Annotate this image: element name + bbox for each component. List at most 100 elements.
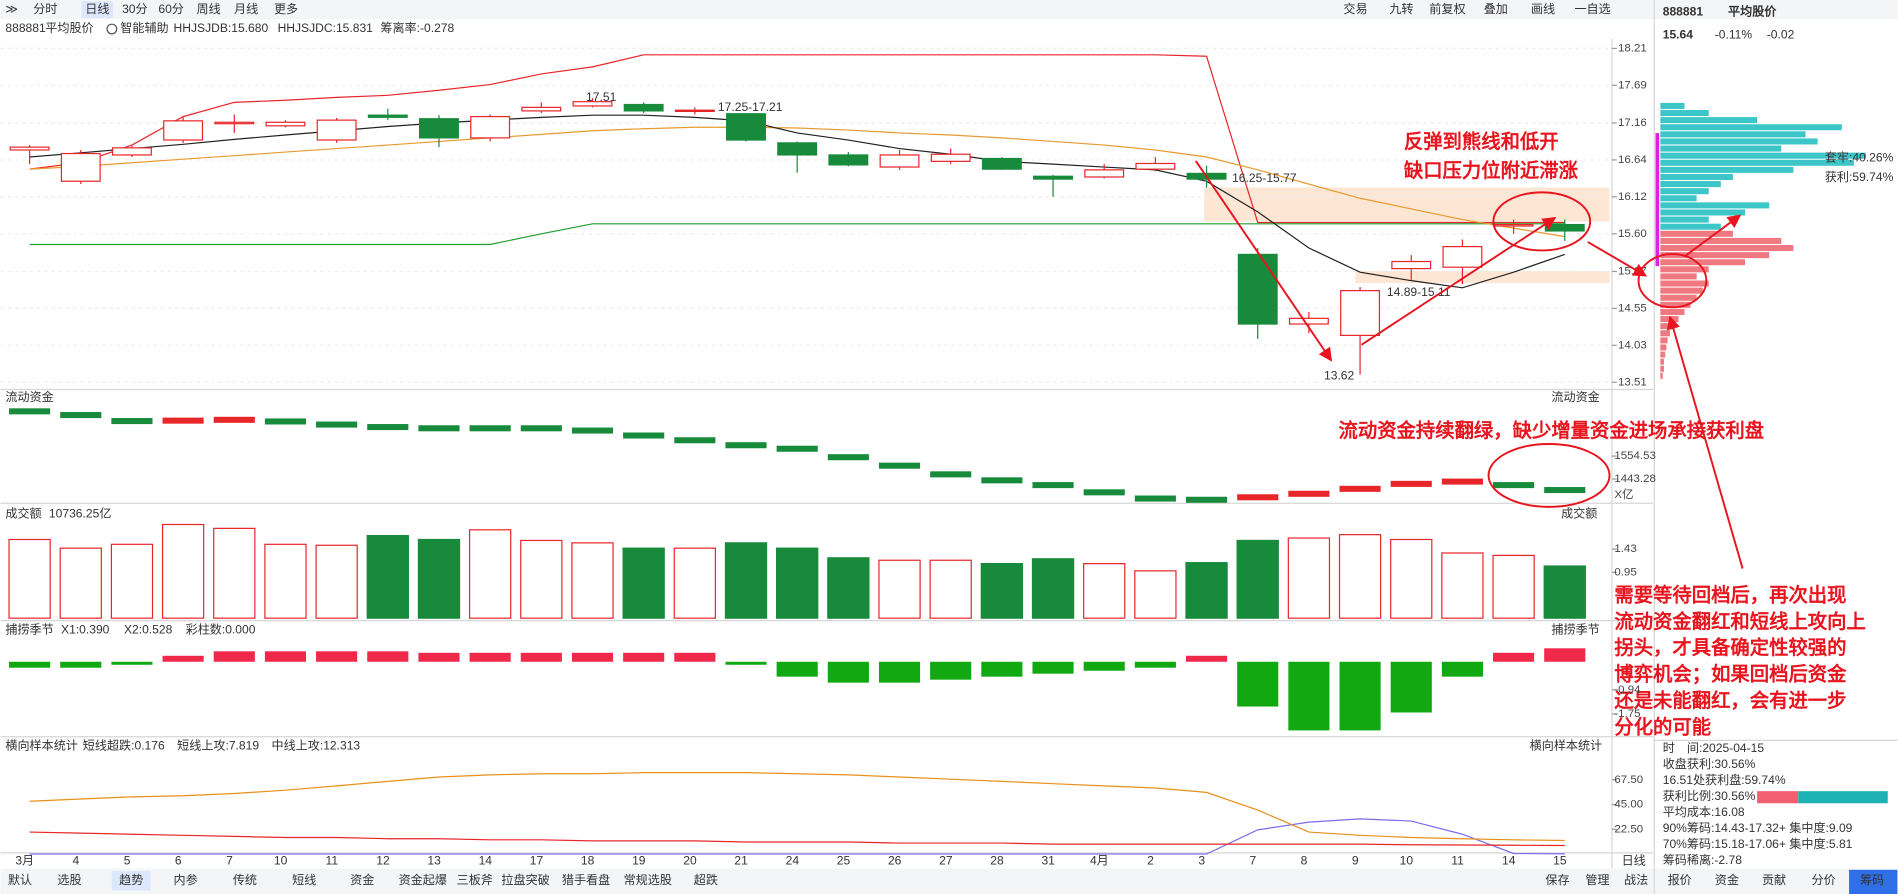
price-annotation: 17.25-17.21 xyxy=(718,100,783,114)
season-bar xyxy=(1544,648,1586,662)
bottom-tab[interactable]: 趋势 xyxy=(119,873,143,887)
y-tick-label: 14.55 xyxy=(1618,302,1647,314)
y-tick-label: 0.95 xyxy=(1614,566,1636,578)
season-bar xyxy=(1493,652,1535,662)
x-tick-label: 8 xyxy=(1301,854,1308,868)
volume-bar xyxy=(468,529,512,619)
chip-bar xyxy=(1660,351,1666,358)
flow-bar xyxy=(520,425,562,432)
x-tick-label: 24 xyxy=(786,854,800,868)
volume-bar xyxy=(1236,539,1279,619)
callout-text: 流动资金持续翻绿，缺少增量资金进场承接获利盘 xyxy=(1339,419,1765,442)
right-tab[interactable]: 资金 xyxy=(1715,872,1739,887)
season-bar xyxy=(827,661,869,683)
volume-bar xyxy=(980,563,1024,619)
right-tab[interactable]: 筹码 xyxy=(1860,873,1884,887)
bottom-tab[interactable]: 管理 xyxy=(1585,872,1609,887)
bottom-tab[interactable]: 内参 xyxy=(174,872,198,887)
toolbar-button[interactable]: 分时 xyxy=(33,2,57,16)
toolbar-button[interactable]: 日线 xyxy=(85,2,109,16)
toolbar-button[interactable]: 一自选 xyxy=(1574,2,1610,16)
info-line: 时 间:2025-04-15 xyxy=(1663,741,1765,755)
chip-bar xyxy=(1660,237,1782,244)
candle-body xyxy=(316,119,357,141)
y-tick-label: 67.50 xyxy=(1614,774,1643,786)
menu-icon[interactable]: ≫ xyxy=(5,2,18,16)
volume-bar xyxy=(929,559,972,619)
note-text: 还是未能翻红，会有进一步 xyxy=(1613,689,1846,712)
bottom-tab[interactable]: 传统 xyxy=(233,872,257,887)
toolbar-button[interactable]: 前复权 xyxy=(1429,1,1465,16)
bottom-tab[interactable]: 默认 xyxy=(8,872,32,887)
x-tick-label: 10 xyxy=(1400,854,1414,868)
season-bar xyxy=(878,661,921,683)
bottom-tab[interactable]: 资金起爆 xyxy=(399,872,447,887)
flow-bar xyxy=(776,445,818,452)
chip-bar xyxy=(1660,287,1703,294)
toolbar-button[interactable]: 月线 xyxy=(234,2,258,16)
toolbar-button[interactable]: 60分 xyxy=(158,2,184,16)
candle-body xyxy=(1135,162,1176,170)
chip-bar xyxy=(1660,330,1671,337)
flow-bar xyxy=(1288,490,1330,497)
bottom-tab[interactable]: 超跌 xyxy=(694,872,718,887)
bottom-tab[interactable]: 拉盘突破 xyxy=(501,872,549,887)
candle-body xyxy=(572,101,613,107)
toolbar-button[interactable]: 30分 xyxy=(122,2,148,16)
arrow xyxy=(1666,315,1744,569)
season-bar xyxy=(60,661,102,668)
right-tab[interactable]: 报价 xyxy=(1668,872,1692,887)
volume-bar xyxy=(776,547,819,619)
right-tab[interactable]: 分价 xyxy=(1812,873,1836,887)
bottom-tab[interactable]: 战法 xyxy=(1624,873,1648,887)
toolbar-button[interactable]: 叠加 xyxy=(1484,2,1508,16)
toolbar-button[interactable]: 更多 xyxy=(274,2,298,16)
bottom-tab[interactable]: 资金 xyxy=(350,872,374,887)
info-line: 16.51处获利盘:59.74% xyxy=(1663,772,1786,787)
toolbar-button[interactable]: 九转 xyxy=(1389,1,1413,16)
y-tick-label: -0.94 xyxy=(1614,684,1641,696)
indicator-value: X1:0.390 xyxy=(61,622,110,636)
flow-bar xyxy=(1134,495,1176,502)
flow-bar xyxy=(316,421,358,428)
bottom-tab[interactable]: 常规选股 xyxy=(624,872,672,887)
bottom-tab[interactable]: 三板斧 xyxy=(457,873,493,887)
x-tick-label: 12 xyxy=(376,854,390,868)
chip-bar xyxy=(1660,316,1679,323)
assist-label[interactable]: 智能辅助 xyxy=(120,20,168,35)
season-bar xyxy=(1185,655,1228,662)
chip-bar xyxy=(1660,323,1673,330)
x-tick-label: 4月 xyxy=(1090,854,1109,868)
stock-name: 平均股价 xyxy=(1728,3,1777,18)
chip-bar xyxy=(1660,294,1697,301)
legend-entry: 短线上攻:7.819 xyxy=(177,739,259,753)
x-tick-label: 5 xyxy=(124,854,131,868)
toolbar-button[interactable]: 画线 xyxy=(1531,2,1555,16)
chip-bar xyxy=(1660,181,1721,188)
panel-title: 成交额 xyxy=(1561,505,1597,520)
x-tick-label: 6 xyxy=(175,854,182,868)
flow-bar xyxy=(981,477,1023,484)
panel-title: 横向样本统计 xyxy=(5,738,77,753)
x-tick-label: 27 xyxy=(939,854,953,868)
stats-line xyxy=(29,772,1565,842)
candle-body xyxy=(1033,175,1073,180)
volume-bar xyxy=(1134,570,1177,619)
chip-bar xyxy=(1660,344,1667,351)
volume-bar xyxy=(571,542,614,619)
bottom-tab[interactable]: 猎手看盘 xyxy=(562,872,610,887)
price-annotation: 16.25-15.77 xyxy=(1232,171,1297,185)
toolbar-button[interactable]: 周线 xyxy=(197,2,221,16)
x-tick-label: 2 xyxy=(1147,854,1154,868)
right-tab[interactable]: 贡献 xyxy=(1762,872,1786,887)
change: -0.02 xyxy=(1767,27,1795,41)
active-right-tab-bg xyxy=(1849,869,1898,894)
candle-body xyxy=(9,146,50,151)
season-bar xyxy=(418,652,460,662)
toolbar-button[interactable]: 交易 xyxy=(1343,1,1367,16)
bottom-tab[interactable]: 保存 xyxy=(1545,873,1569,887)
volume-bar xyxy=(213,527,256,619)
bottom-tab[interactable]: 选股 xyxy=(57,873,81,887)
bottom-tab[interactable]: 短线 xyxy=(292,873,316,887)
